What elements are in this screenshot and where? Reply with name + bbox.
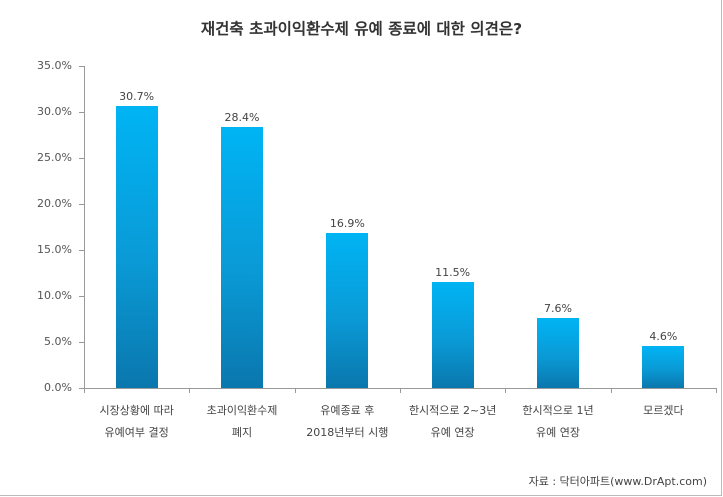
bar-value-label: 28.4% [224,110,260,124]
x-tick-mark [610,388,612,393]
x-tick-mark [505,388,507,393]
bar [642,345,685,388]
y-tick-label: 25.0% [37,151,72,164]
y-tick-mark [79,66,84,67]
y-tick-mark [79,250,84,251]
x-tick-mark [716,388,717,393]
chart-title: 재건축 초과이익환수제 유예 종료에 대한 의견은? [200,20,523,38]
y-tick-label: 0.0% [44,381,72,394]
y-axis-line [84,66,85,389]
y-tick-mark [79,112,84,113]
x-category-label: 모르겠다 [643,404,684,417]
bar-value-label: 11.5% [435,266,471,280]
bar [221,126,263,388]
x-category-label: 시장상황에 따라 유예여부 결정 [99,404,174,439]
x-tick-mark [189,388,191,393]
x-category-label: 초과이익환수제 폐지 [206,404,278,439]
y-tick-mark [79,296,84,297]
y-tick-label: 10.0% [37,289,72,302]
y-tick-label: 35.0% [37,59,72,72]
y-tick-label: 20.0% [37,197,72,210]
x-category-label: 유예종료 후 2018년부터 시행 [306,404,389,439]
bar [537,318,579,388]
y-tick-mark [79,342,84,343]
y-tick-label: 5.0% [44,335,72,348]
x-category-label: 한시적으로 2~3년 유예 연장 [408,404,497,439]
source-note: 자료 : 닥터아파트(www.DrApt.com) [528,475,707,488]
bar [115,105,158,388]
y-tick-mark [79,158,84,159]
y-tick-label: 30.0% [37,105,72,118]
bar-value-label: 7.6% [544,302,572,316]
y-tick-mark [79,204,84,205]
bar-value-label: 16.9% [329,216,365,230]
bar [431,282,474,388]
x-tick-mark [294,388,296,393]
bar-value-label: 30.7% [119,89,155,103]
x-tick-mark [84,388,85,393]
y-tick-label: 15.0% [37,243,72,256]
x-category-label: 한시적으로 1년 유예 연장 [522,404,594,439]
bar [326,232,369,388]
y-tick-mark [79,388,84,389]
bar-value-label: 4.6% [649,329,678,343]
x-tick-mark [400,388,401,393]
